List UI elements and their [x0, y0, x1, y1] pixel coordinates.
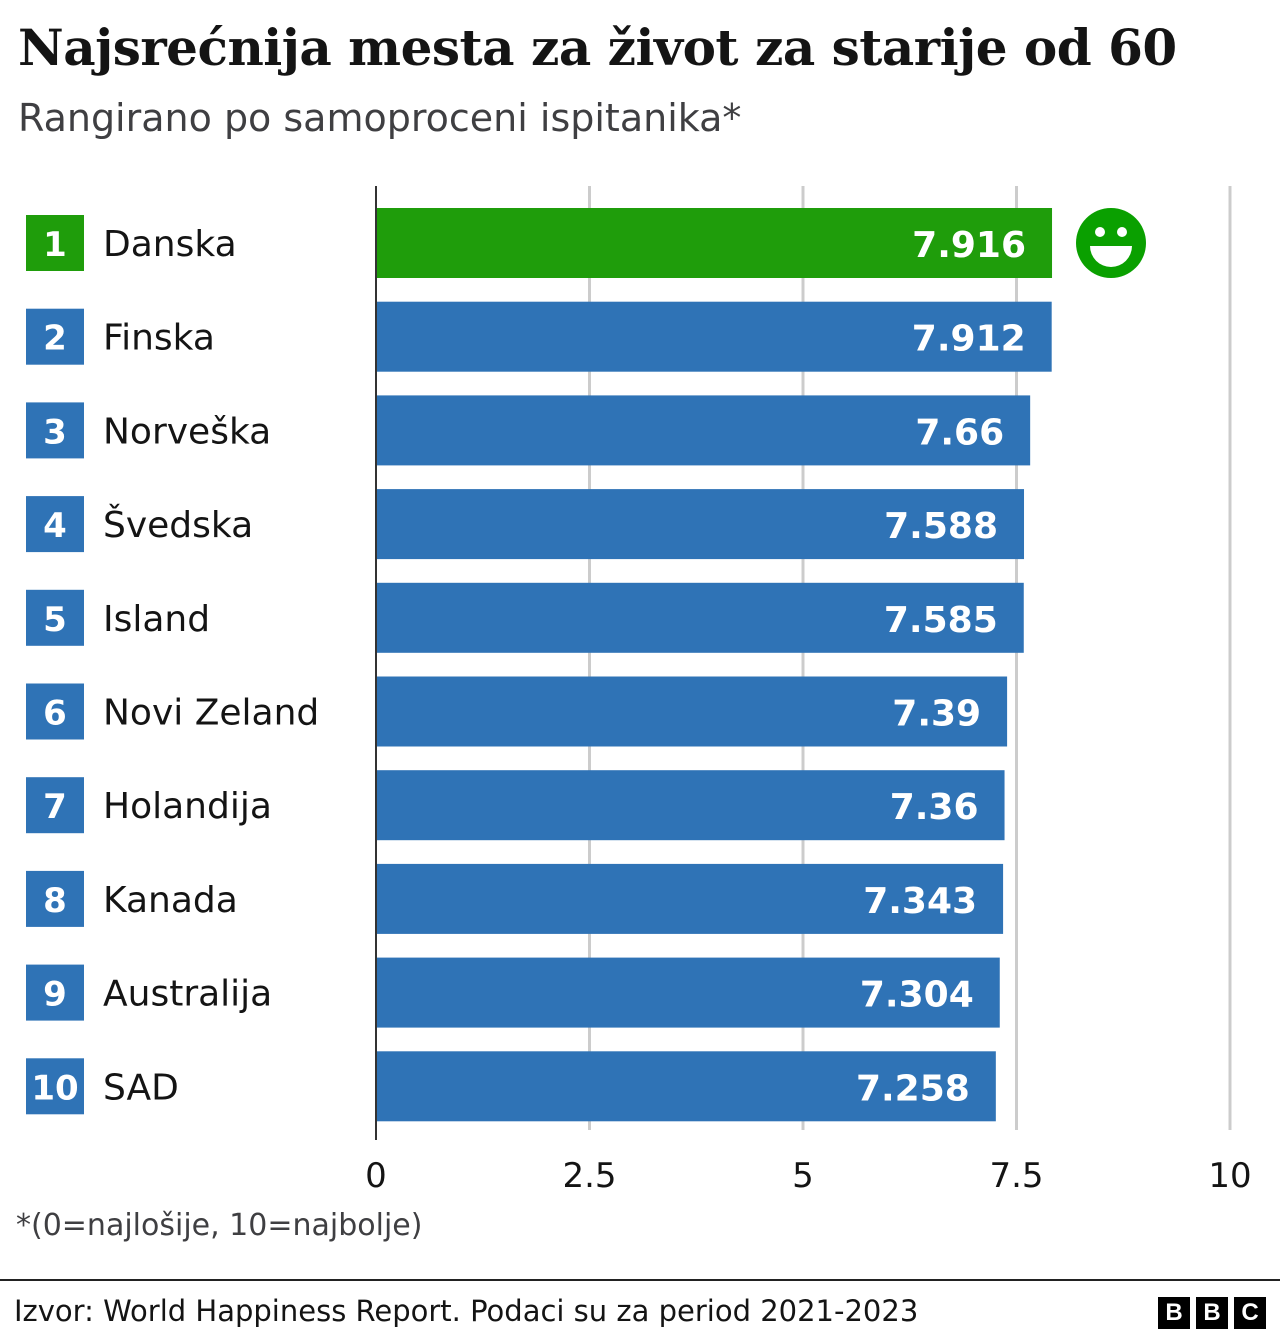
bbc-logo: B B C [1158, 1297, 1266, 1329]
logo-letter: B [1196, 1297, 1228, 1329]
rank-number: 9 [43, 975, 67, 1015]
country-label: Danska [103, 224, 237, 265]
rank-badge [26, 308, 84, 365]
country-label: Finska [103, 318, 215, 359]
chart-subtitle: Rangirano po samoproceni ispitanika* [18, 96, 742, 140]
rank-badge [26, 1058, 84, 1115]
rank-badge [26, 589, 84, 646]
value-label: 7.66 [915, 412, 1004, 453]
bar [376, 676, 1008, 747]
value-label: 7.258 [856, 1068, 970, 1109]
rank-badge [26, 964, 84, 1021]
scale-note: *(0=najlošije, 10=najbolje) [16, 1208, 423, 1243]
value-label: 7.343 [863, 881, 977, 922]
logo-letter: B [1158, 1297, 1190, 1329]
rank-badge [26, 215, 84, 271]
rank-number: 7 [43, 787, 67, 827]
rank-number: 10 [31, 1068, 78, 1108]
rank-number: 6 [43, 694, 67, 734]
country-label: Švedska [103, 504, 253, 546]
country-label: Norveška [103, 411, 271, 452]
rank-badge [26, 496, 84, 553]
rank-number: 5 [43, 600, 67, 640]
bar [376, 957, 1000, 1028]
smiley-face-icon [1076, 208, 1146, 278]
x-tick-label: 10 [1208, 1156, 1251, 1196]
chart-title: Najsrećnija mesta za život za starije od… [18, 18, 1177, 77]
bar [376, 489, 1025, 560]
rank-number: 1 [43, 225, 67, 265]
x-tick-label: 2.5 [562, 1156, 616, 1196]
country-label: Kanada [103, 880, 238, 921]
footer-divider [0, 1279, 1280, 1281]
country-label: Island [103, 599, 210, 640]
x-tick-label: 7.5 [989, 1156, 1043, 1196]
bar [376, 301, 1052, 372]
value-label: 7.912 [912, 319, 1026, 360]
rank-number: 2 [43, 319, 67, 359]
value-label: 7.36 [890, 787, 979, 828]
rank-badge [26, 777, 84, 834]
rank-number: 3 [43, 412, 67, 452]
x-tick-label: 0 [365, 1156, 387, 1196]
x-tick-label: 5 [792, 1156, 814, 1196]
bar [376, 208, 1053, 278]
value-label: 7.916 [912, 225, 1026, 266]
bar [376, 395, 1031, 466]
value-label: 7.588 [884, 506, 998, 547]
value-label: 7.304 [860, 975, 974, 1016]
rank-badge [26, 870, 84, 927]
rank-badge [26, 402, 84, 459]
country-label: SAD [103, 1067, 179, 1108]
bar [376, 863, 1004, 934]
value-label: 7.585 [884, 600, 998, 641]
rank-number: 4 [43, 506, 67, 546]
bar [376, 1051, 996, 1122]
rank-badge [26, 683, 84, 740]
rank-number: 8 [43, 881, 67, 921]
bar [376, 582, 1024, 653]
country-label: Australija [103, 974, 272, 1015]
country-label: Novi Zeland [103, 693, 319, 734]
source-text: Izvor: World Happiness Report. Podaci su… [14, 1294, 919, 1328]
country-label: Holandija [103, 786, 272, 827]
logo-letter: C [1234, 1297, 1266, 1329]
value-label: 7.39 [892, 694, 981, 735]
bar [376, 770, 1005, 841]
